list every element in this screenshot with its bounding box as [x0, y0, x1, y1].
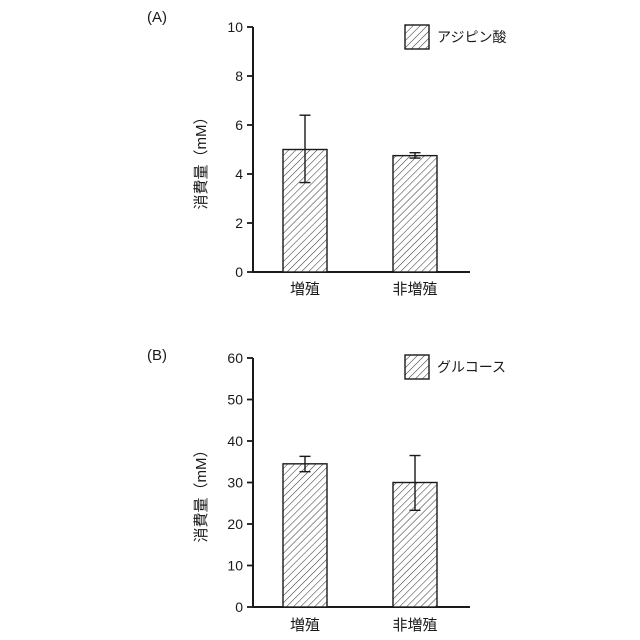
y-tick-label: 10 — [227, 558, 243, 574]
y-tick-label: 60 — [227, 350, 243, 366]
category-label: 増殖 — [290, 281, 320, 298]
legend-label: グルコース — [437, 359, 506, 375]
legend-label: アジピン酸 — [437, 29, 506, 45]
y-tick-label: 20 — [227, 516, 243, 532]
chart-panel-b: (B) 0 10 20 30 40 50 60 消費量（mM） 増殖 非増殖 グルコース — [147, 347, 506, 634]
bar — [282, 463, 328, 608]
y-tick-label: 4 — [235, 166, 243, 182]
y-tick-label: 6 — [235, 117, 243, 133]
y-tick-label: 40 — [227, 433, 243, 449]
y-tick-label: 0 — [235, 599, 243, 615]
category-label: 非増殖 — [392, 617, 437, 634]
legend-swatch — [404, 24, 430, 50]
panel-label: (B) — [147, 347, 167, 364]
y-tick-label: 50 — [227, 392, 243, 408]
y-tick-label: 0 — [235, 264, 243, 280]
category-label: 増殖 — [290, 617, 320, 634]
y-tick-label: 10 — [227, 19, 243, 35]
y-axis-label: 消費量（mM） — [193, 110, 210, 210]
y-tick-label: 30 — [227, 475, 243, 491]
chart-panel-a: (A) 0 2 4 6 8 10 消費量（mM） 増殖 非増殖 アジピン酸 — [147, 9, 506, 298]
y-axis-label: 消費量（mM） — [193, 443, 210, 543]
y-tick-label: 2 — [235, 215, 243, 231]
y-tick-label: 8 — [235, 68, 243, 84]
bar — [392, 154, 438, 273]
category-label: 非増殖 — [392, 281, 437, 298]
legend-swatch — [404, 354, 430, 380]
panel-label: (A) — [147, 9, 167, 26]
